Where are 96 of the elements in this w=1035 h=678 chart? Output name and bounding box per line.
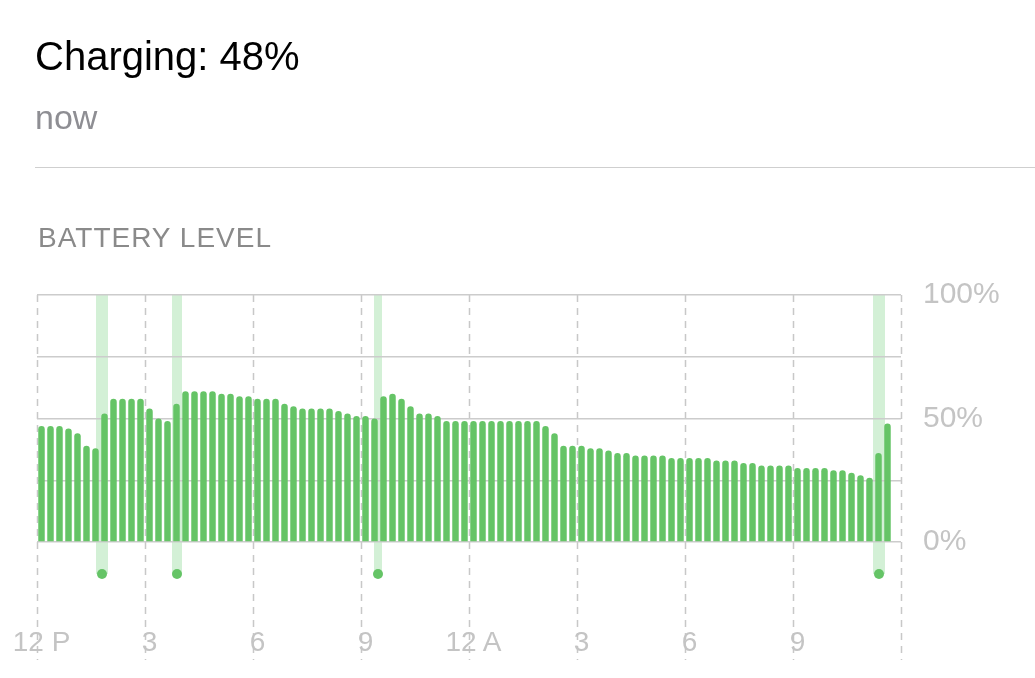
bar	[767, 465, 774, 542]
bar	[416, 413, 423, 542]
bar	[173, 403, 180, 542]
bar	[47, 425, 54, 542]
bar	[155, 418, 162, 542]
bar	[677, 458, 684, 542]
bar	[533, 420, 540, 542]
bar	[704, 458, 711, 542]
bar	[668, 458, 675, 542]
bar	[803, 467, 810, 542]
bar	[200, 391, 207, 542]
bar	[317, 408, 324, 542]
text: BATTERY LEVEL	[38, 222, 272, 254]
bar	[191, 391, 198, 542]
bar	[713, 460, 720, 542]
bar	[407, 406, 414, 542]
bar	[290, 406, 297, 542]
bar	[821, 467, 828, 542]
bar	[470, 420, 477, 542]
bar	[830, 470, 837, 542]
bar	[254, 398, 261, 542]
bar	[524, 420, 531, 542]
bar	[236, 396, 243, 542]
y-tick-label: 100%	[923, 276, 1000, 310]
bar	[479, 420, 486, 542]
bar	[281, 403, 288, 542]
bar	[776, 465, 783, 542]
bar	[857, 475, 864, 542]
bar	[119, 398, 126, 542]
bar	[596, 448, 603, 542]
bar	[434, 416, 441, 542]
bar	[605, 450, 612, 542]
bar	[227, 393, 234, 542]
bar	[443, 420, 450, 542]
bar	[461, 420, 468, 542]
bar	[497, 420, 504, 542]
bar	[641, 455, 648, 542]
bar	[749, 462, 756, 542]
bar	[515, 420, 522, 542]
bar	[569, 445, 576, 542]
bar	[866, 477, 873, 542]
bar	[65, 428, 72, 542]
bar	[578, 445, 585, 542]
bar	[353, 416, 360, 542]
bar	[326, 408, 333, 542]
bar	[758, 465, 765, 542]
bar	[785, 465, 792, 542]
x-tick-label: 12 A	[445, 625, 502, 657]
bar	[263, 398, 270, 542]
bar	[272, 398, 279, 542]
bar	[560, 445, 567, 542]
bar	[614, 453, 621, 542]
bar	[101, 413, 108, 542]
bar	[632, 455, 639, 542]
y-tick-label: 0%	[923, 523, 967, 557]
bar	[875, 453, 882, 542]
y-tick-label: 50%	[923, 399, 984, 433]
bar	[587, 448, 594, 542]
bar	[308, 408, 315, 542]
bar	[659, 455, 666, 542]
chart-title: Charging: 48%	[35, 34, 300, 79]
x-tick-label: 12 P	[12, 625, 71, 657]
bar	[542, 425, 549, 542]
bar	[128, 398, 135, 542]
bar	[344, 413, 351, 542]
bar	[398, 398, 405, 542]
bar	[623, 453, 630, 542]
bar	[245, 396, 252, 542]
bar	[218, 393, 225, 542]
bar	[362, 416, 369, 542]
bar	[452, 420, 459, 542]
bar	[389, 393, 396, 542]
bar	[38, 425, 45, 542]
bar	[83, 445, 90, 542]
bar	[794, 467, 801, 542]
bar	[695, 458, 702, 542]
bar	[299, 408, 306, 542]
bar	[209, 391, 216, 542]
bar	[56, 425, 63, 542]
bar	[686, 458, 693, 542]
bar	[146, 408, 153, 542]
bar	[812, 467, 819, 542]
bar	[506, 420, 513, 542]
bar	[425, 413, 432, 542]
bar	[839, 470, 846, 542]
bar	[722, 460, 729, 542]
bar	[551, 433, 558, 542]
bar	[335, 411, 342, 542]
chart-subtitle: now	[35, 98, 98, 137]
bar	[74, 433, 81, 542]
bar	[488, 420, 495, 542]
bar	[731, 460, 738, 542]
bar	[650, 455, 657, 542]
bar	[137, 398, 144, 542]
bar	[848, 472, 855, 542]
bar	[740, 462, 747, 542]
